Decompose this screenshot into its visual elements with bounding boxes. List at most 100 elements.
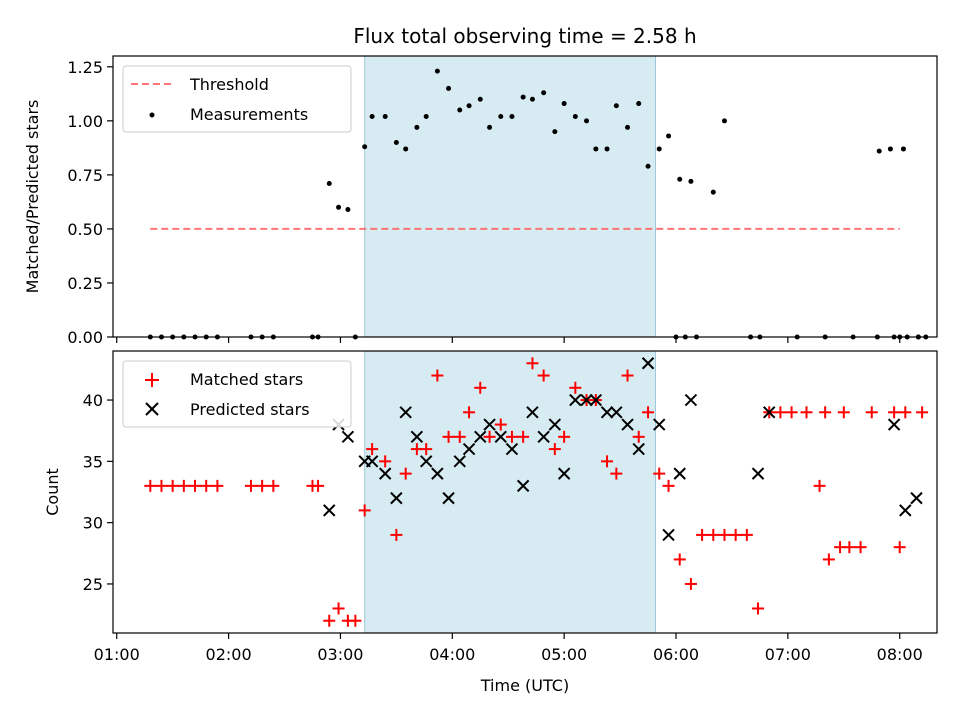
matched-star-point <box>332 602 345 615</box>
predicted-star-point <box>641 357 655 370</box>
predicted-star-mark-b <box>365 455 379 468</box>
predicted-star-point <box>763 406 776 419</box>
predicted-star-mark-b <box>662 528 675 542</box>
measurement-point <box>434 68 440 74</box>
measurement-point <box>666 133 672 139</box>
matched-star-point <box>774 406 787 419</box>
measurement-point <box>645 163 651 169</box>
chart-title: Flux total observing time = 2.58 h <box>353 24 696 48</box>
predicted-star-point <box>580 393 593 407</box>
predicted-stars-points <box>323 357 923 542</box>
top-panel: 0.00 0.25 0.50 0.75 1.00 1.25 Matched/Predict… <box>23 55 938 347</box>
matched-star-point <box>865 406 878 419</box>
predicted-star-mark-b <box>378 467 392 480</box>
observing-span-top <box>364 55 656 338</box>
legend-threshold-label: Threshold <box>189 75 269 94</box>
predicted-star-point <box>632 442 645 456</box>
matched-star-point <box>888 406 901 419</box>
predicted-star-point <box>621 418 634 431</box>
x-tick-label: 03:00 <box>317 645 363 664</box>
measurement-point <box>572 114 578 120</box>
measurement-point <box>446 85 452 91</box>
matched-star-point <box>916 406 929 419</box>
measurement-point <box>710 189 716 195</box>
measurement-point <box>487 124 493 130</box>
predicted-star-point <box>887 418 901 431</box>
matched-star-point <box>662 479 675 492</box>
matched-star-point <box>684 577 697 590</box>
predicted-star-mark-b <box>537 430 550 444</box>
bottom-x-ticks: 01:00 02:00 03:00 04:00 05:00 06:00 07:00 08:00 <box>94 633 923 664</box>
measurement-point <box>520 94 526 100</box>
legend-measurements-swatch <box>149 112 155 118</box>
measurement-point <box>613 103 619 109</box>
legend-matched-swatch <box>145 373 159 387</box>
predicted-star-point <box>341 430 355 444</box>
predicted-star-point <box>516 479 530 493</box>
matched-star-point <box>211 479 224 492</box>
matched-star-point <box>752 602 765 615</box>
matched-star-point <box>189 479 202 492</box>
predicted-star-mark-b <box>763 406 776 419</box>
predicted-star-mark-b <box>621 418 634 431</box>
predicted-star-point <box>419 455 433 468</box>
legend-measurements-label: Measurements <box>190 105 308 124</box>
predicted-star-mark-b <box>341 430 355 444</box>
x-axis-label: Time (UTC) <box>480 676 569 695</box>
predicted-star-point <box>505 442 519 456</box>
predicted-star-mark-b <box>462 442 476 456</box>
predicted-star-point <box>751 467 765 480</box>
measurement-point <box>721 118 727 124</box>
top-y-axis-label: Matched/Predicted stars <box>23 100 42 294</box>
measurement-point <box>584 118 590 124</box>
matched-star-point <box>610 467 623 480</box>
matched-star-point <box>144 479 157 492</box>
predicted-star-mark-b <box>610 406 623 419</box>
measurement-point <box>393 139 399 145</box>
matched-star-point <box>696 528 709 541</box>
matched-star-point <box>256 479 269 492</box>
predicted-star-mark-b <box>410 430 424 444</box>
measurement-point <box>466 103 472 109</box>
matched-star-point <box>843 541 856 554</box>
top-y-tick-label: 1.25 <box>67 58 103 77</box>
x-tick-label: 08:00 <box>877 645 923 664</box>
bottom-y-tick-label: 35 <box>83 452 103 471</box>
matched-star-point <box>453 430 466 443</box>
measurement-point <box>625 124 631 130</box>
matched-star-point <box>474 381 487 394</box>
legend-predicted-label: Predicted stars <box>190 400 310 419</box>
matched-star-point <box>822 553 835 566</box>
bottom-y-axis-label: Count <box>43 468 62 516</box>
x-tick-label: 02:00 <box>206 645 252 664</box>
measurement-point <box>688 178 694 184</box>
top-y-tick-label: 0.75 <box>67 166 103 185</box>
matched-star-point <box>505 430 518 443</box>
bottom-y-tick-label: 30 <box>83 514 103 533</box>
predicted-star-mark-b <box>580 393 593 407</box>
predicted-star-point <box>589 393 603 407</box>
matched-star-point <box>366 443 379 456</box>
predicted-star-point <box>390 491 403 505</box>
predicted-star-mark-b <box>641 357 655 370</box>
predicted-star-point <box>557 467 571 480</box>
top-y-ticks: 0.00 0.25 0.50 0.75 1.00 1.25 <box>67 58 113 347</box>
predicted-star-mark-b <box>431 467 444 480</box>
matched-star-point <box>632 430 645 443</box>
predicted-star-mark-b <box>474 430 487 444</box>
matched-star-point <box>548 443 561 456</box>
predicted-star-mark-b <box>910 491 923 505</box>
measurement-point <box>403 146 409 152</box>
x-tick-label: 04:00 <box>429 645 475 664</box>
measurement-point <box>457 107 463 113</box>
predicted-star-mark-b <box>390 491 403 505</box>
matched-star-point <box>893 541 906 554</box>
measurement-point <box>414 124 420 130</box>
predicted-star-mark-b <box>653 418 666 431</box>
bottom-legend-box <box>122 360 352 428</box>
measurement-point <box>561 101 567 107</box>
top-x-ticks <box>116 337 901 343</box>
predicted-star-mark-b <box>589 393 603 407</box>
